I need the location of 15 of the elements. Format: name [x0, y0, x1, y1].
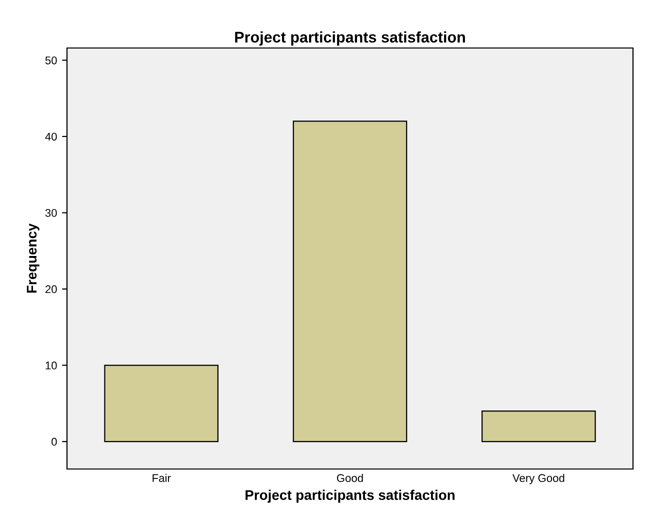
- y-axis-title: Frequency: [26, 223, 40, 293]
- x-tick-label: Very Good: [512, 474, 564, 484]
- y-tick-label: 30: [45, 209, 57, 217]
- y-tick-label: 40: [45, 132, 57, 141]
- y-tick-label: 10: [46, 362, 57, 370]
- bar: [104, 364, 218, 442]
- bar: [292, 120, 408, 442]
- x-tick-label: Good: [336, 474, 363, 482]
- y-tick-label: 20: [45, 285, 57, 294]
- x-axis-title: Project participants satisfaction: [246, 490, 454, 503]
- bar: [482, 410, 596, 442]
- y-tick-label: 0: [52, 438, 57, 446]
- x-tick-label: Fair: [152, 474, 171, 482]
- y-tick-label: 50: [45, 56, 57, 64]
- chart-title: Project participants satisfaction: [235, 31, 465, 46]
